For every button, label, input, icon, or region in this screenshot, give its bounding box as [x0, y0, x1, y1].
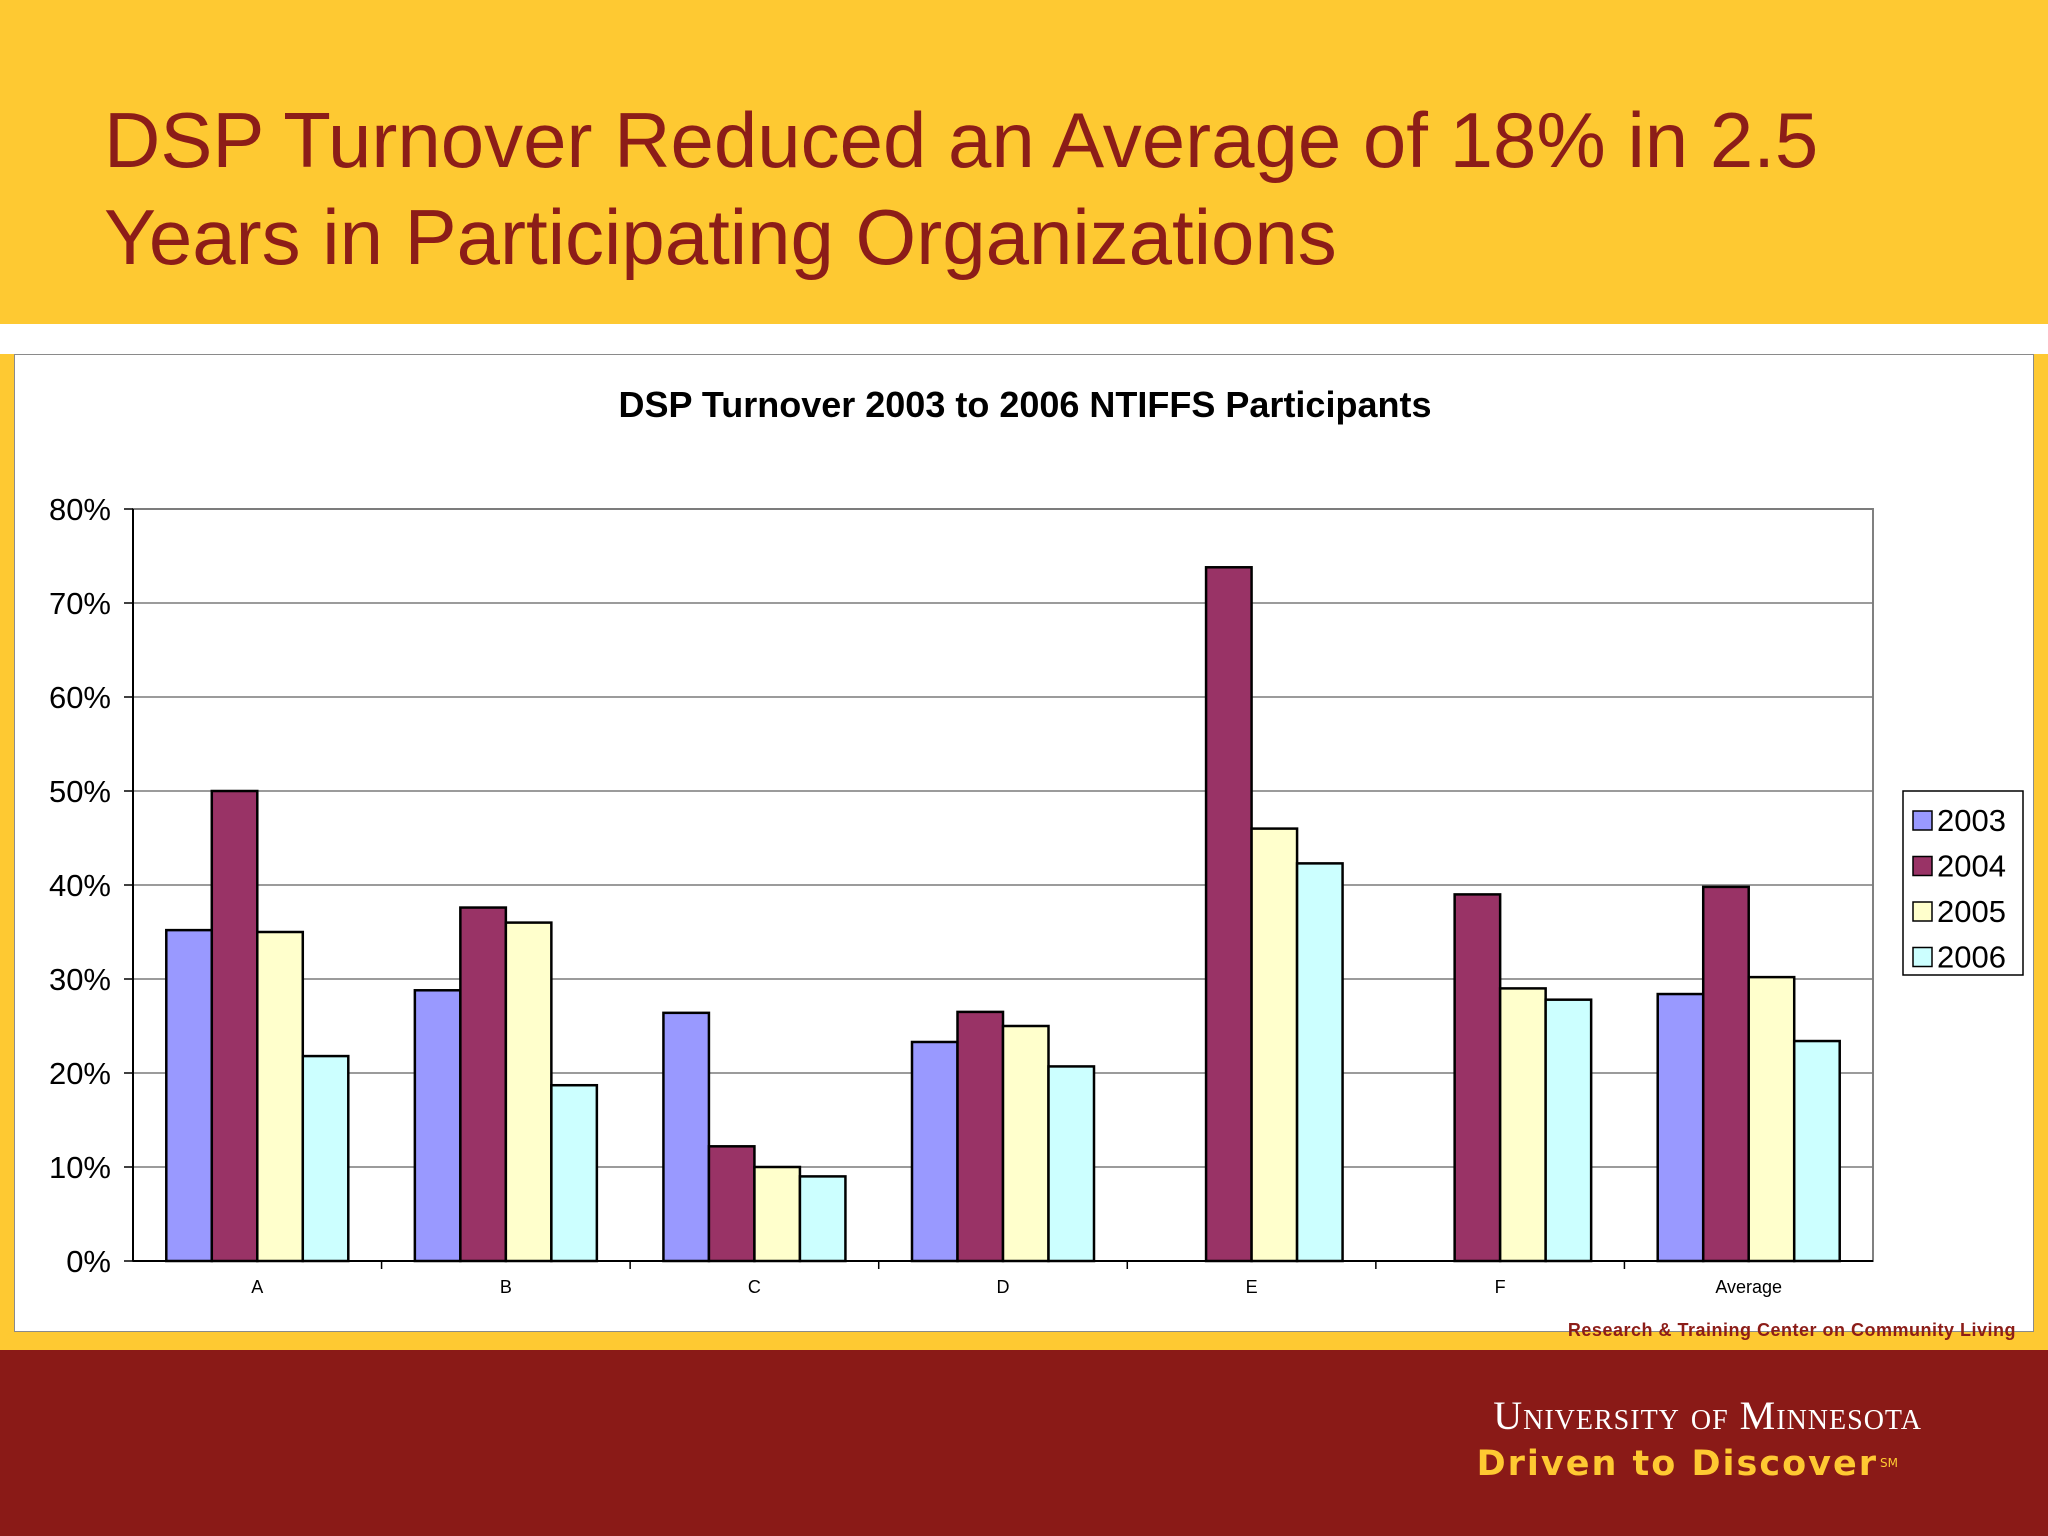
slide-title: DSP Turnover Reduced an Average of 18% i… — [104, 92, 1984, 286]
y-tick-label: 80% — [49, 492, 111, 527]
chart-panel: DSP Turnover 2003 to 2006 NTIFFS Partici… — [14, 354, 2034, 1332]
bar-2005-c — [754, 1167, 800, 1261]
x-tick-label: F — [1495, 1277, 1506, 1297]
bar-2004-d — [958, 1012, 1004, 1261]
x-tick-label: Average — [1715, 1277, 1782, 1297]
y-tick-label: 10% — [49, 1150, 111, 1185]
y-tick-label: 40% — [49, 868, 111, 903]
bar-2003-d — [912, 1042, 958, 1261]
y-tick-label: 70% — [49, 586, 111, 621]
bar-2003-b — [415, 990, 461, 1261]
x-tick-label: D — [997, 1277, 1010, 1297]
bar-2004-e — [1206, 567, 1252, 1261]
bar-2004-average — [1703, 887, 1749, 1261]
legend-swatch-2005 — [1913, 902, 1932, 921]
bar-2006-b — [551, 1085, 597, 1261]
bar-2006-f — [1546, 1000, 1592, 1261]
bar-2006-average — [1794, 1041, 1840, 1261]
legend-label: 2004 — [1937, 849, 2006, 884]
legend-swatch-2003 — [1913, 811, 1932, 830]
bar-2003-average — [1658, 994, 1704, 1261]
legend-label: 2005 — [1937, 894, 2006, 929]
legend-label: 2006 — [1937, 940, 2006, 975]
rtc-caption: Research & Training Center on Community … — [1568, 1320, 2016, 1341]
bar-2006-d — [1049, 1066, 1095, 1261]
legend-swatch-2006 — [1913, 948, 1932, 967]
university-wordmark: University of Minnesota — [1493, 1392, 1922, 1439]
chart-title: DSP Turnover 2003 to 2006 NTIFFS Partici… — [619, 384, 1432, 425]
y-tick-label: 30% — [49, 962, 111, 997]
bar-2004-f — [1455, 894, 1501, 1261]
university-tagline: Driven to Discover — [1477, 1444, 1878, 1484]
y-tick-label: 60% — [49, 680, 111, 715]
legend: 2003 2004 2005 2006 — [1903, 791, 2023, 975]
x-tick-label: B — [500, 1277, 512, 1297]
bar-2003-a — [166, 930, 212, 1261]
y-tick-label: 50% — [49, 774, 111, 809]
bar-2003-c — [663, 1013, 709, 1261]
x-tick-label: A — [251, 1277, 263, 1297]
bar-2006-e — [1297, 863, 1343, 1261]
bar-2006-a — [303, 1056, 349, 1261]
legend-swatch-2004 — [1913, 857, 1932, 876]
bar-2004-c — [709, 1146, 755, 1261]
bar-2006-c — [800, 1176, 846, 1261]
y-tick-label: 20% — [49, 1056, 111, 1091]
bar-2005-average — [1749, 977, 1795, 1261]
bar-2005-e — [1252, 829, 1298, 1261]
bar-2005-b — [506, 923, 552, 1261]
x-tick-label: E — [1246, 1277, 1258, 1297]
legend-label: 2003 — [1937, 803, 2006, 838]
bar-2005-d — [1003, 1026, 1049, 1261]
title-divider-strip — [0, 324, 2048, 354]
bar-2005-f — [1500, 988, 1546, 1261]
bar-2004-b — [460, 908, 506, 1261]
y-tick-label: 0% — [66, 1244, 111, 1279]
footer-band — [0, 1350, 2048, 1536]
service-mark: SM — [1880, 1456, 1898, 1470]
bar-2005-a — [257, 932, 303, 1261]
turnover-bar-chart: DSP Turnover 2003 to 2006 NTIFFS Partici… — [15, 355, 2033, 1331]
x-tick-label: C — [748, 1277, 761, 1297]
bar-2004-a — [212, 791, 257, 1261]
bars — [166, 567, 1839, 1261]
